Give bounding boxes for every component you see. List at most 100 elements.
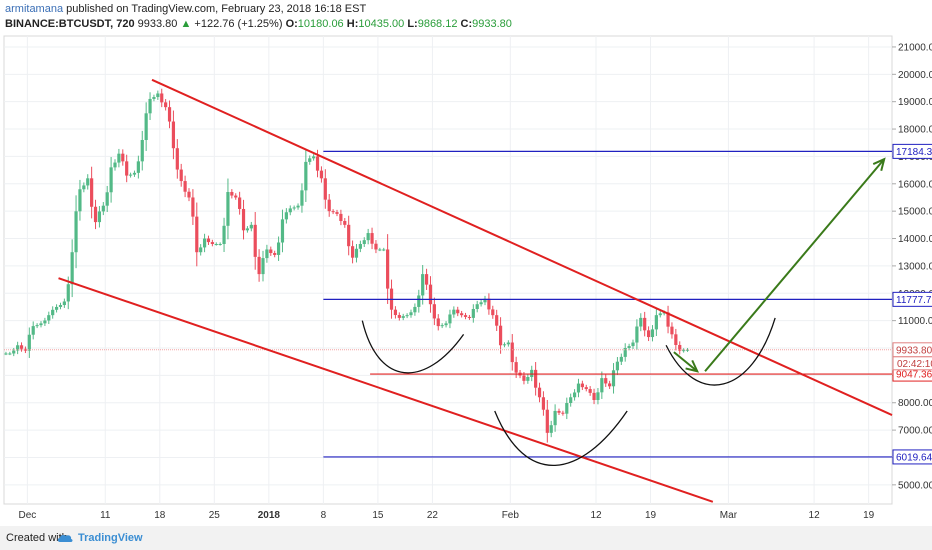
candle-body: [308, 158, 312, 162]
candle-body: [502, 344, 507, 346]
last-price-header: 9933.80: [137, 18, 178, 30]
candle-body: [417, 295, 421, 307]
open-value: 10180.06: [297, 18, 344, 30]
candle-body: [148, 98, 152, 114]
candle-body: [171, 121, 176, 149]
candle-body: [537, 387, 542, 398]
candle-body: [596, 392, 600, 400]
level-price-label: 11777.71: [896, 295, 932, 306]
candle-body: [97, 211, 102, 223]
publisher-link[interactable]: armitamana: [5, 3, 64, 15]
x-tick-label: 22: [427, 510, 439, 521]
y-tick-label: 18000.00: [898, 125, 932, 136]
candle-body: [541, 397, 546, 410]
candle-body: [62, 301, 66, 306]
candle-body: [674, 334, 678, 345]
candle-body: [393, 309, 398, 316]
x-tick-label: 11: [100, 510, 111, 521]
candle-body: [631, 342, 635, 347]
candle-body: [682, 350, 686, 352]
candle-body: [522, 375, 526, 381]
candle-body: [58, 305, 63, 307]
candle-body: [304, 161, 308, 191]
x-tick-label: 25: [209, 510, 221, 521]
x-tick-label: 12: [809, 510, 821, 521]
level-price-label: 17184.34: [896, 147, 932, 158]
y-tick-label: 13000.00: [898, 261, 932, 272]
candle-body: [210, 242, 214, 244]
candle-body: [296, 205, 300, 208]
candle-body: [27, 334, 31, 351]
candle-body: [280, 219, 285, 243]
level-price-tag: [892, 143, 932, 159]
candle-body: [685, 349, 690, 351]
y-tick-label: 5000.00: [898, 480, 932, 491]
candle-body: [386, 249, 390, 289]
candle-body: [530, 369, 534, 378]
candle-body: [428, 284, 433, 305]
candle-body: [288, 208, 292, 213]
candle-body: [35, 325, 39, 327]
candle-body: [195, 216, 199, 253]
candle-body: [54, 306, 59, 310]
y-tick-label: 21000.00: [898, 42, 932, 53]
candle-body: [432, 304, 436, 319]
footer-bar: Created with TradingView: [0, 526, 932, 550]
level-price-label: 6019.64: [896, 452, 932, 463]
last-price-label: 9933.80: [896, 345, 932, 356]
candle-body: [646, 330, 651, 338]
chart-header: armitamana published on TradingView.com,…: [0, 0, 932, 34]
published-text: published on TradingView.com, February 2…: [66, 3, 367, 15]
candle-body: [670, 326, 674, 335]
candle-body: [257, 256, 261, 275]
pullback-arrow-head: [685, 359, 700, 373]
candle-body: [557, 410, 561, 413]
candle-body: [362, 240, 366, 244]
candle-body: [90, 178, 94, 207]
candle-body: [370, 233, 374, 244]
candle-body: [253, 224, 257, 257]
level-price-label: 9047.36: [896, 370, 932, 381]
candle-body: [319, 170, 324, 179]
candle-body: [378, 249, 382, 251]
x-tick-label: 15: [372, 510, 384, 521]
candle-body: [66, 284, 70, 302]
close-label: C:: [460, 18, 473, 30]
candle-body: [101, 205, 105, 212]
candle-body: [491, 309, 495, 316]
candle-body: [534, 369, 538, 388]
candle-body: [315, 156, 320, 171]
candle-body: [292, 207, 296, 209]
candle-body: [70, 252, 74, 285]
candle-body: [175, 148, 179, 170]
candle-body: [86, 178, 90, 186]
candle-body: [323, 178, 327, 200]
candle-body: [401, 316, 405, 318]
candle-body: [78, 189, 82, 212]
candle-body: [358, 244, 362, 249]
candle-body: [51, 309, 55, 316]
candle-body: [588, 389, 592, 393]
candle-body: [245, 228, 250, 231]
candle-body: [214, 244, 218, 245]
candle-body: [600, 378, 604, 393]
right-shoulder-curve: [665, 317, 776, 386]
candle-body: [487, 298, 491, 310]
x-tick-label: 19: [645, 510, 657, 521]
candle-body: [483, 298, 487, 303]
candle-body: [347, 224, 351, 247]
candle-body: [117, 153, 121, 163]
candles-layer: [4, 88, 690, 443]
candle-body: [31, 326, 35, 335]
countdown-tag: [892, 356, 932, 371]
candle-body: [510, 342, 514, 363]
candle-body: [230, 192, 234, 196]
candle-body: [456, 309, 460, 314]
candle-body: [611, 370, 616, 387]
price-chart[interactable]: 5000.006000.007000.008000.009000.0010000…: [0, 0, 932, 526]
candle-body: [140, 140, 144, 162]
x-tick-label: Dec: [18, 510, 36, 521]
x-tick-label: 12: [590, 510, 602, 521]
candle-body: [191, 197, 195, 217]
tradingview-brand[interactable]: TradingView: [78, 532, 143, 544]
